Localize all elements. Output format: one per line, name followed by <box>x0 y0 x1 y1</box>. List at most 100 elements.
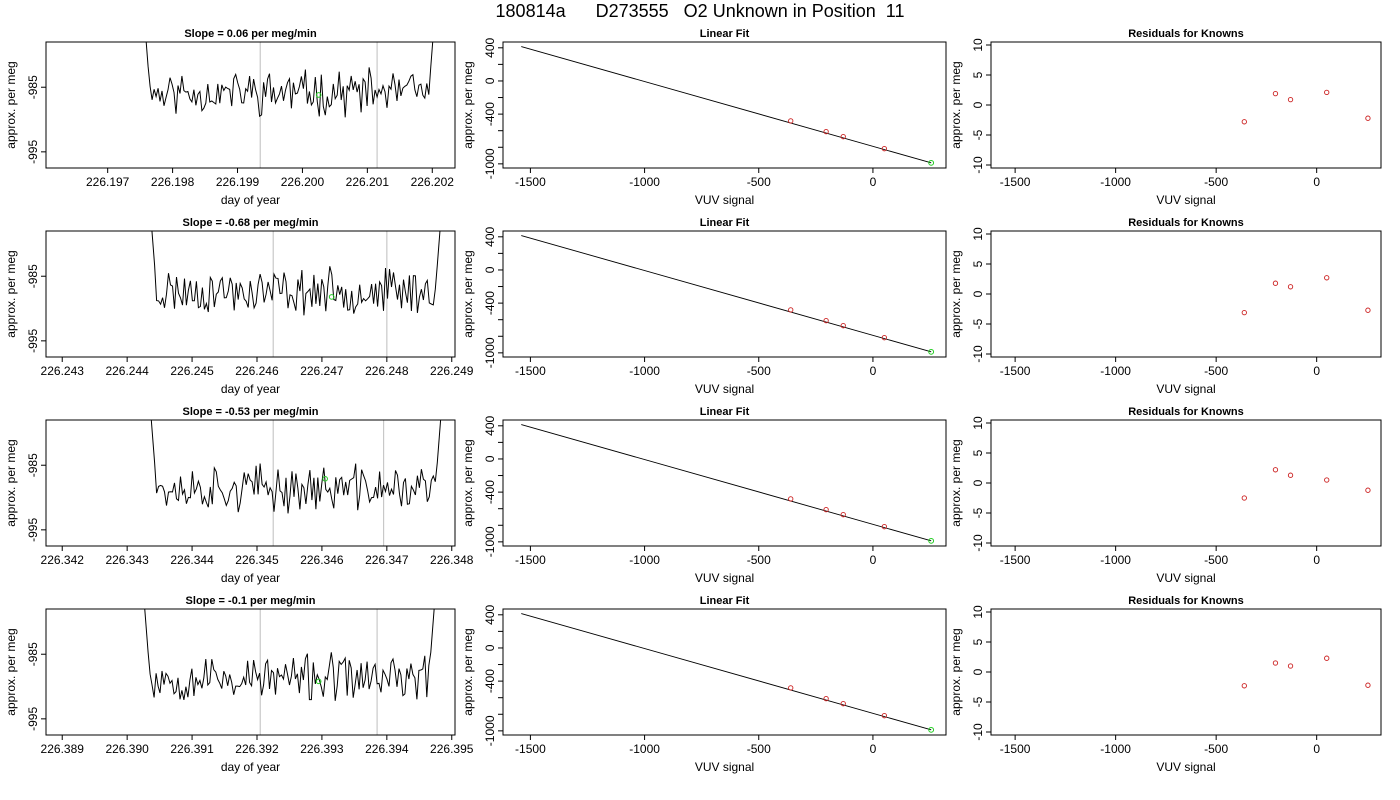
x-tick-label: -500 <box>747 553 771 567</box>
data-layer <box>521 613 935 733</box>
panel-linear-fit-row-1: Linear Fit -1500 -1000 -500 0 400 0 -400 -1000 VU… <box>461 28 947 207</box>
x-tick-label: -1000 <box>1100 175 1131 189</box>
x-tick-label: -1000 <box>629 175 660 189</box>
data-layer <box>144 609 435 735</box>
x-tick-label: 226.344 <box>170 553 214 567</box>
x-tick-label: 226.343 <box>105 553 149 567</box>
data-layer <box>1241 89 1371 125</box>
plot-area: Residuals for Knowns -1500 -1000 -500 0 10 5 0 -… <box>949 595 1382 774</box>
x-tick-label: -1000 <box>629 742 660 756</box>
plot-frame <box>990 230 1382 358</box>
known-point <box>1272 90 1279 97</box>
plot-frame <box>502 608 947 736</box>
y-tick-label: 10 <box>971 38 985 52</box>
x-axis-label: day of year <box>221 760 280 774</box>
y-tick-label: 0 <box>971 479 985 486</box>
plot-frame <box>502 41 947 169</box>
x-axis-label: VUV signal <box>1156 193 1215 207</box>
known-point <box>788 685 794 691</box>
x-tick-label: 0 <box>1313 742 1320 756</box>
chart-title: Slope = 0.06 per meg/min <box>184 28 317 40</box>
fit-line <box>521 235 932 353</box>
plot-frame <box>990 419 1382 547</box>
y-axis-label: approx. per meg <box>461 61 475 148</box>
y-tick-label: 5 <box>971 260 985 267</box>
plot-area: Residuals for Knowns -1500 -1000 -500 0 10 5 0 -… <box>949 217 1382 396</box>
y-tick-label: 10 <box>971 605 985 619</box>
known-point <box>1365 487 1371 493</box>
panel-trace-row-2: Slope = -0.68 per meg/min 226.243 226.244 2… <box>4 217 474 396</box>
known-point <box>1272 467 1279 473</box>
x-tick-label: -500 <box>1204 175 1228 189</box>
plot-frame <box>45 230 456 358</box>
y-tick-label: -985 <box>26 75 40 99</box>
x-tick-label: -1000 <box>1100 553 1131 567</box>
y-axis-label: approx. per meg <box>949 61 963 148</box>
chart-title: Slope = -0.1 per meg/min <box>186 595 316 607</box>
unknown-point <box>322 476 328 482</box>
known-point <box>1365 115 1371 121</box>
known-point <box>1287 284 1294 290</box>
y-axis-label: approx. per meg <box>949 250 963 337</box>
data-layer <box>1241 275 1371 316</box>
x-tick-label: -500 <box>747 742 771 756</box>
y-tick-label: 400 <box>483 226 497 246</box>
y-tick-label: -985 <box>26 642 40 666</box>
known-point <box>881 713 887 719</box>
fit-line <box>521 424 932 542</box>
x-tick-label: -500 <box>747 175 771 189</box>
x-tick-label: 226.348 <box>430 553 474 567</box>
x-tick-label: 226.395 <box>430 742 474 756</box>
x-tick-label: 226.247 <box>300 364 344 378</box>
x-tick-label: 0 <box>1313 175 1320 189</box>
x-tick-label: 226.249 <box>430 364 474 378</box>
plot-area: Slope = 0.06 per meg/min 226.197 226.198 22… <box>4 28 456 207</box>
y-tick-label: 5 <box>971 449 985 456</box>
x-tick-label: 0 <box>870 364 877 378</box>
known-point <box>788 307 794 313</box>
x-tick-label: -500 <box>747 364 771 378</box>
x-tick-label: 226.342 <box>41 553 85 567</box>
page-title: 180814a D273555 O2 Unknown in Position 1… <box>495 1 905 21</box>
known-point <box>1241 683 1247 689</box>
per-meg-trace <box>144 609 435 701</box>
chart-title: Residuals for Knowns <box>1128 595 1244 607</box>
known-point <box>1324 89 1330 96</box>
known-point <box>1287 663 1294 669</box>
per-meg-trace <box>151 231 441 316</box>
x-tick-label: 226.197 <box>86 175 130 189</box>
x-tick-label: 226.389 <box>41 742 85 756</box>
y-tick-label: 0 <box>483 644 497 651</box>
x-axis-label: VUV signal <box>695 760 754 774</box>
x-tick-label: 0 <box>870 742 877 756</box>
y-axis-label: approx. per meg <box>4 61 18 148</box>
plot-frame <box>45 419 456 547</box>
panel-linear-fit-row-2: Linear Fit -1500 -1000 -500 0 400 0 -400 -1000 VU… <box>461 217 947 396</box>
x-tick-label: -1000 <box>629 553 660 567</box>
x-tick-label: 226.243 <box>41 364 85 378</box>
known-point <box>881 146 887 152</box>
y-tick-label: 10 <box>971 227 985 241</box>
x-axis-label: VUV signal <box>695 382 754 396</box>
y-tick-label: -995 <box>26 518 40 542</box>
known-point <box>1272 280 1279 286</box>
x-axis-label: VUV signal <box>695 193 754 207</box>
x-axis-label: VUV signal <box>1156 571 1215 585</box>
chart-title: Linear Fit <box>700 406 750 418</box>
known-point <box>840 323 846 329</box>
data-layer <box>151 231 441 357</box>
panel-residuals-row-2: Residuals for Knowns -1500 -1000 -500 0 10 5 0 -… <box>949 217 1382 396</box>
x-tick-label: 226.248 <box>365 364 409 378</box>
y-axis-label: approx. per meg <box>461 250 475 337</box>
panel-trace-row-3: Slope = -0.53 per meg/min 226.342 226.343 2… <box>4 406 474 585</box>
chart-title: Residuals for Knowns <box>1128 217 1244 229</box>
x-tick-label: -1000 <box>629 364 660 378</box>
panel-linear-fit-row-3: Linear Fit -1500 -1000 -500 0 400 0 -400 -1000 VU… <box>461 406 947 585</box>
data-layer <box>521 46 935 166</box>
y-tick-label: 0 <box>483 77 497 84</box>
known-point <box>788 496 794 502</box>
y-tick-label: 0 <box>971 290 985 297</box>
x-tick-label: 226.391 <box>170 742 214 756</box>
known-point <box>788 118 794 124</box>
x-tick-label: 226.245 <box>170 364 214 378</box>
